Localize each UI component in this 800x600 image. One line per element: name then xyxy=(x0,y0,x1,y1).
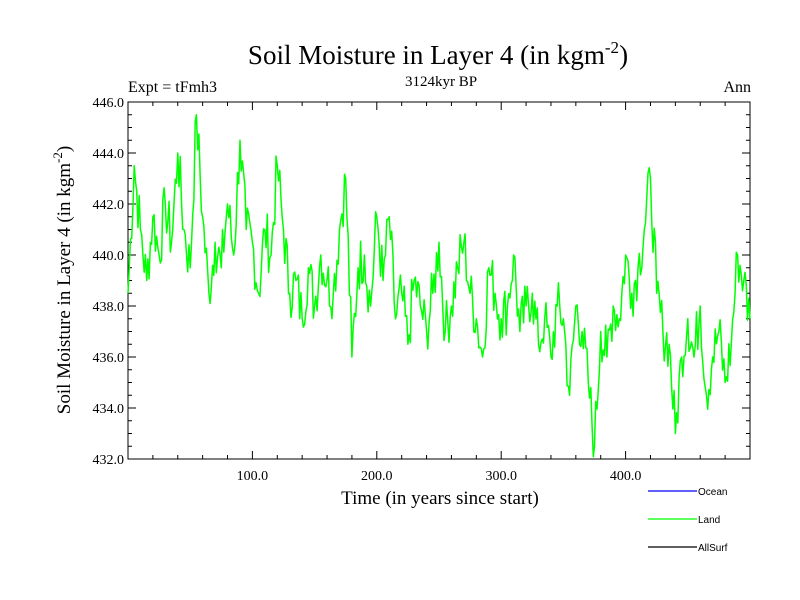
y-tick-label: 440.0 xyxy=(93,249,125,264)
legend-label-ocean: Ocean xyxy=(698,487,727,498)
y-tick-label: 438.0 xyxy=(93,300,125,315)
legend: Ocean Land AllSurf xyxy=(648,487,728,554)
plot-area: 432.0 434.0 436.0 438.0 440.0 442.0 444.0 446.0… xyxy=(93,96,751,484)
y-tick-label: 432.0 xyxy=(93,453,125,468)
chart-title-main: Soil Moisture in Layer 4 (in kgm xyxy=(248,40,605,70)
chart-subtitle: 3124kyr BP xyxy=(405,74,477,90)
chart-title: Soil Moisture in Layer 4 (in kgm-2) xyxy=(248,38,628,70)
legend-label-land: Land xyxy=(698,515,720,526)
legend-label-allsurf: AllSurf xyxy=(698,543,728,554)
y-axis-label-main: Soil Moisture in Layer 4 (in kgm xyxy=(54,163,75,414)
axis-ticks: 432.0 434.0 436.0 438.0 440.0 442.0 444.0 446.0… xyxy=(93,96,750,484)
experiment-label: Expt = tFmh3 xyxy=(128,79,217,96)
x-tick-label: 200.0 xyxy=(361,469,393,484)
x-axis-label: Time (in years since start) xyxy=(341,488,539,509)
chart-title-close: ) xyxy=(619,40,628,70)
season-label: Ann xyxy=(723,79,751,96)
y-axis-label-close: ) xyxy=(54,146,75,152)
y-tick-label: 444.0 xyxy=(93,147,125,162)
x-tick-label: 100.0 xyxy=(237,469,269,484)
y-axis-label: Soil Moisture in Layer 4 (in kgm-2) xyxy=(50,146,75,414)
x-tick-label: 300.0 xyxy=(485,469,517,484)
series-line-land xyxy=(127,114,751,458)
x-tick-label: 400.0 xyxy=(610,469,642,484)
chart-title-sup: -2 xyxy=(605,38,619,57)
y-tick-label: 434.0 xyxy=(93,402,125,417)
y-tick-label: 436.0 xyxy=(93,351,125,366)
y-axis-label-sup: -2 xyxy=(50,152,65,163)
series-group xyxy=(127,114,751,458)
y-tick-label: 442.0 xyxy=(93,198,125,213)
y-tick-label: 446.0 xyxy=(93,96,125,111)
